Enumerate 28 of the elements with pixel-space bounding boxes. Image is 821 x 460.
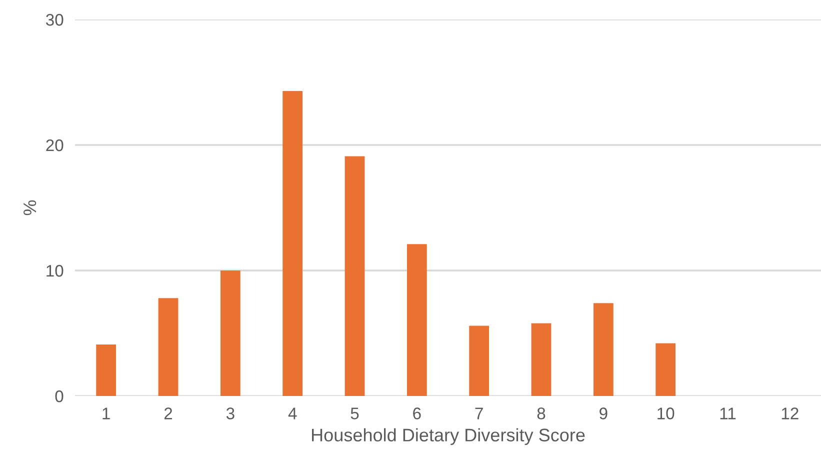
bar (406, 244, 427, 396)
bar (282, 91, 303, 396)
bar (531, 323, 552, 396)
x-tick-label: 2 (164, 408, 172, 420)
bar (656, 343, 676, 396)
bar (220, 270, 240, 396)
bar (469, 326, 490, 396)
y-tick-label: 10 (46, 264, 64, 277)
x-tick-label: 10 (658, 408, 674, 420)
x-tick-label: 11 (720, 408, 736, 420)
bar (158, 298, 178, 396)
x-tick-label: 7 (475, 408, 483, 420)
x-axis-title: Household Dietary Diversity Score (312, 428, 585, 446)
bar (96, 344, 116, 396)
x-tick-label: 3 (226, 408, 234, 420)
bar (344, 156, 365, 396)
x-tick-label: 1 (102, 408, 110, 420)
x-tick-label: 9 (600, 408, 608, 420)
y-axis-title: % (24, 200, 36, 216)
y-tick-label: 0 (55, 390, 64, 402)
x-tick-label: 5 (350, 408, 359, 420)
x-tick-label: 12 (782, 408, 798, 420)
bar (593, 303, 614, 396)
x-tick-label: 8 (537, 408, 546, 420)
y-tick-label: 20 (46, 139, 64, 152)
x-tick-label: 6 (413, 408, 421, 420)
x-tick-label: 4 (288, 408, 297, 420)
y-tick-label: 30 (46, 14, 64, 26)
